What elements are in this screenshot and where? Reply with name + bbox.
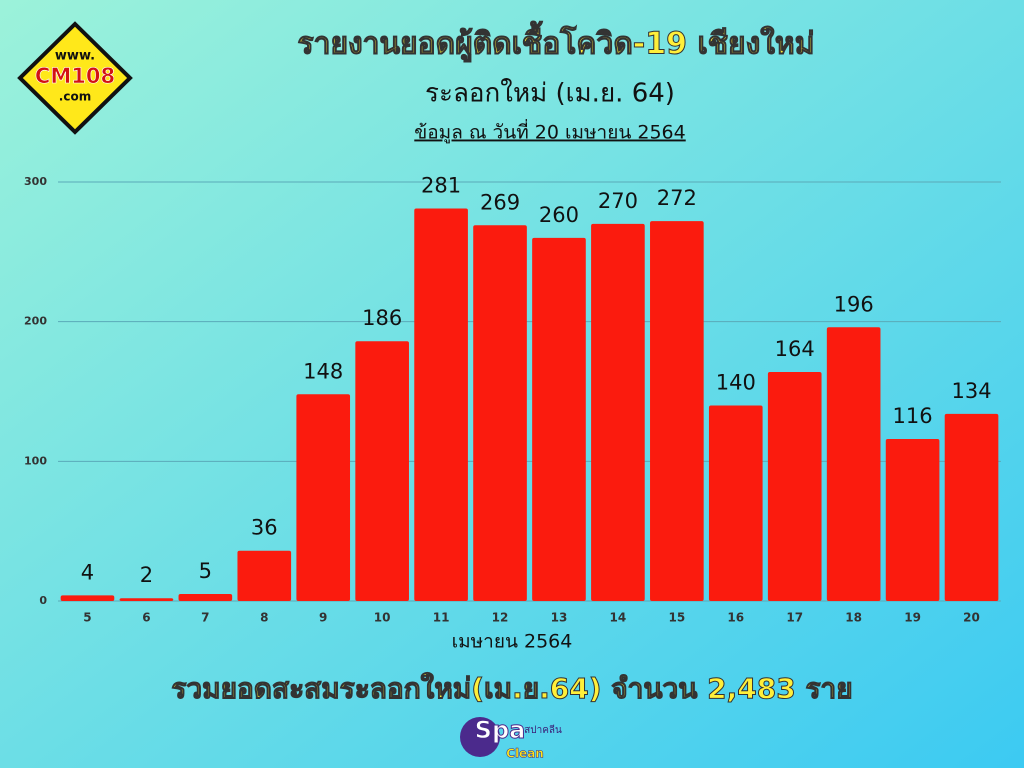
bar	[944, 413, 999, 601]
logo-circle	[460, 717, 500, 757]
logo-text: Clean	[506, 747, 544, 761]
x-tick-label: 11	[433, 611, 450, 625]
x-tick-label: 6	[142, 611, 150, 625]
data-label: 269	[480, 190, 520, 214]
data-label: 134	[951, 379, 991, 403]
data-label: 196	[834, 292, 874, 316]
bar	[296, 394, 351, 601]
x-axis-label: เมษายน 2564	[452, 631, 573, 653]
x-tick-label: 19	[904, 611, 921, 625]
bar	[767, 371, 822, 601]
data-label: 140	[716, 370, 756, 394]
logo-text: สปาคลีน	[524, 724, 562, 736]
data-label: 281	[421, 174, 461, 198]
bar	[473, 225, 527, 601]
x-tick-label: 10	[374, 611, 391, 625]
data-label: 4	[81, 560, 94, 584]
data-label: 5	[199, 559, 212, 583]
x-tick-label: 5	[83, 611, 91, 625]
chart-title: รายงานยอดผู้ติดเชื้อโควิด-19 เชียงใหม่	[298, 21, 815, 63]
logo-text: Spa	[475, 716, 526, 744]
y-tick-label: 200	[24, 315, 47, 328]
x-tick-label: 17	[786, 611, 803, 625]
x-tick-label: 12	[492, 611, 509, 625]
logo-diamond	[17, 21, 133, 135]
bar	[826, 327, 881, 601]
x-tick-label: 15	[668, 611, 685, 625]
x-tick-label: 13	[551, 611, 568, 625]
bar	[591, 223, 645, 601]
chart-note: ข้อมูล ณ วันที่ 20 เมษายน 2564	[414, 119, 685, 144]
y-tick-label: 100	[24, 454, 47, 467]
data-label: 272	[657, 186, 697, 210]
bar	[885, 438, 940, 601]
logo-cm108: www. CM108 .com	[17, 21, 133, 135]
data-label: 116	[893, 404, 933, 428]
y-tick-label: 0	[39, 594, 47, 607]
bar	[178, 594, 233, 601]
bar	[60, 595, 115, 601]
bar	[414, 208, 468, 601]
bar	[532, 237, 586, 601]
x-tick-label: 9	[319, 611, 327, 625]
logo-text: .com	[59, 90, 91, 104]
bar	[119, 598, 174, 601]
data-label: 260	[539, 203, 579, 227]
data-label: 2	[140, 563, 153, 587]
data-label: 164	[775, 337, 815, 361]
x-tick-label: 7	[201, 611, 209, 625]
chart-subtitle: ระลอกใหม่ (เม.ย. 64)	[425, 79, 675, 109]
data-label: 270	[598, 189, 638, 213]
x-tick-label: 14	[610, 611, 627, 625]
bar	[237, 550, 292, 601]
bar	[650, 221, 704, 601]
data-label: 36	[251, 516, 278, 540]
x-tick-label: 16	[727, 611, 744, 625]
data-label: 148	[303, 359, 343, 383]
x-tick-label: 8	[260, 611, 268, 625]
summary: รวมยอดสะสมระลอกใหม่(เม.ย.64) จำนวน 2,483…	[171, 672, 852, 705]
x-tick-label: 18	[845, 611, 862, 625]
bar	[355, 341, 409, 601]
y-tick-label: 300	[24, 175, 47, 188]
logo-text: CM108	[35, 64, 115, 88]
data-label: 186	[362, 306, 402, 330]
logo-spa: Spa สปาคลีน Clean	[460, 716, 562, 761]
x-tick-label: 20	[963, 611, 980, 625]
bar	[708, 405, 763, 601]
logo-text: www.	[55, 49, 95, 64]
